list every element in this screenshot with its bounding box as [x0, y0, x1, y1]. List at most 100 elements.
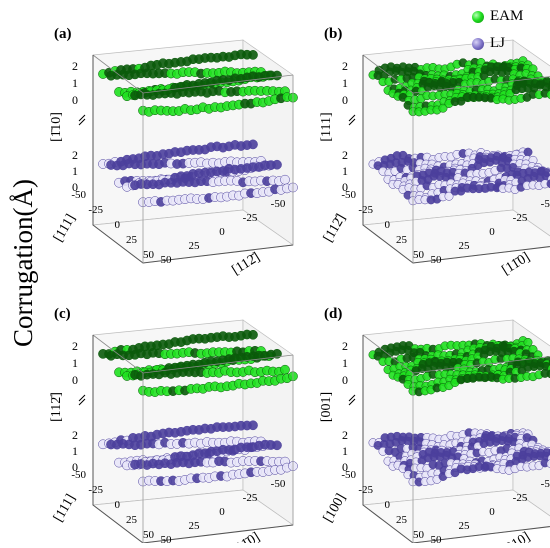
right-axis-tick: 50 [431, 254, 443, 266]
right-axis-tick: 0 [489, 506, 495, 518]
right-axis-tick: 50 [161, 254, 173, 266]
eam-marker-icon [472, 10, 484, 23]
lower-z-tick: 2 [72, 428, 78, 442]
left-axis-tick: 50 [143, 249, 155, 261]
left-axis-tick: 25 [126, 514, 138, 526]
surface-sphere [248, 50, 258, 60]
vertical-axis-label: [001] [319, 392, 334, 422]
upper-z-tick: 2 [342, 59, 348, 73]
surface-sphere [272, 440, 282, 451]
left-axis-tick: -25 [358, 204, 373, 216]
panel-label: (a) [54, 26, 72, 42]
left-axis-label: [100] [321, 491, 349, 525]
left-axis-tick: -25 [358, 484, 373, 496]
right-axis-tick: 0 [219, 506, 225, 518]
legend: EAM LJ [472, 4, 550, 54]
right-axis-tick: 25 [189, 520, 201, 532]
upper-z-tick: 2 [72, 339, 78, 353]
right-axis-label: [11̄0] [500, 250, 533, 279]
box-front-edge [362, 55, 550, 264]
left-axis-tick: 0 [385, 499, 391, 511]
legend-label-lj: LJ [490, 35, 505, 51]
upper-z-tick: 0 [72, 373, 78, 387]
left-axis-tick: 25 [126, 234, 138, 246]
left-axis-label: [111] [51, 492, 79, 525]
right-axis-tick: -25 [513, 492, 528, 504]
lower-z-tick: 0 [72, 180, 78, 194]
lower-z-tick: 0 [342, 460, 348, 474]
lj-surface [98, 139, 298, 208]
right-axis-tick: 0 [219, 226, 225, 238]
surface-sphere [438, 103, 448, 113]
lower-z-tick: 2 [342, 148, 348, 162]
left-axis-tick: 0 [115, 499, 121, 511]
upper-z-tick: 0 [342, 373, 348, 387]
upper-z-tick: 1 [72, 76, 78, 90]
axis-break-mark [348, 394, 356, 406]
left-axis-label: [112̄] [321, 212, 349, 245]
upper-z-tick: 0 [342, 93, 348, 107]
right-axis-tick: -50 [541, 478, 550, 490]
lower-z-tick: 1 [342, 444, 348, 458]
right-axis-tick: -50 [271, 478, 286, 490]
surface-sphere [547, 84, 550, 93]
surface-sphere [546, 459, 550, 469]
upper-z-tick: 2 [342, 339, 348, 353]
left-axis-tick: -25 [88, 204, 103, 216]
left-axis-tick: 25 [396, 234, 408, 246]
upper-z-tick: 1 [342, 76, 348, 90]
y-axis-title: Corrugation(Å) [8, 179, 38, 347]
surface-sphere [248, 139, 258, 150]
surface-sphere [546, 179, 550, 189]
left-axis-tick: 0 [385, 219, 391, 231]
left-axis-tick: 50 [143, 529, 155, 541]
right-axis-tick: 25 [459, 240, 471, 252]
legend-item-lj: LJ [472, 33, 505, 53]
panel-d: (d)210210[001]-50-2502550[100]50250-25-5… [319, 306, 550, 548]
left-axis-tick: -50 [341, 189, 356, 201]
lower-z-tick: 1 [72, 444, 78, 458]
left-axis-tick: -50 [71, 189, 86, 201]
panel-a: (a)210210[1̄10]-50-2502550[111]50250-25-… [49, 26, 298, 278]
upper-z-tick: 1 [342, 356, 348, 370]
box-front-edge [92, 55, 294, 264]
left-axis-tick: 50 [413, 529, 425, 541]
vertical-axis-label: [112̄] [49, 392, 64, 422]
surface-sphere [523, 337, 533, 347]
right-axis-tick: -50 [271, 198, 286, 210]
surface-sphere [546, 90, 550, 99]
right-axis-tick: 0 [489, 226, 495, 238]
right-axis-tick: 25 [459, 520, 471, 532]
left-axis-tick: -50 [341, 469, 356, 481]
left-axis-tick: 50 [413, 249, 425, 261]
lower-z-tick: 0 [72, 460, 78, 474]
surface-sphere [280, 364, 290, 375]
surface-sphere [523, 147, 533, 157]
eam-surface [368, 56, 550, 117]
surface-sphere [280, 174, 290, 185]
right-axis-tick: -25 [243, 212, 258, 224]
axis-break-mark [348, 114, 356, 126]
left-axis-tick: -25 [88, 484, 103, 496]
surface-sphere [272, 70, 282, 81]
left-axis-tick: 0 [115, 219, 121, 231]
surface-sphere [248, 329, 258, 340]
right-axis-tick: -25 [243, 492, 258, 504]
surface-sphere [272, 159, 282, 170]
panel-label: (c) [54, 306, 71, 322]
panel-label: (b) [324, 26, 342, 42]
box-front-edge [92, 335, 294, 544]
lower-z-tick: 0 [342, 180, 348, 194]
right-axis-tick: 50 [161, 534, 173, 543]
right-axis-tick: -25 [513, 212, 528, 224]
surface-sphere [272, 348, 282, 359]
right-axis-tick: 50 [431, 534, 443, 543]
lj-surface [98, 420, 298, 487]
legend-label-eam: EAM [490, 8, 524, 24]
axis-break-mark [78, 114, 86, 126]
surface-sphere [248, 420, 258, 431]
axis-break-mark [78, 394, 86, 406]
box-front-edge [362, 335, 550, 544]
